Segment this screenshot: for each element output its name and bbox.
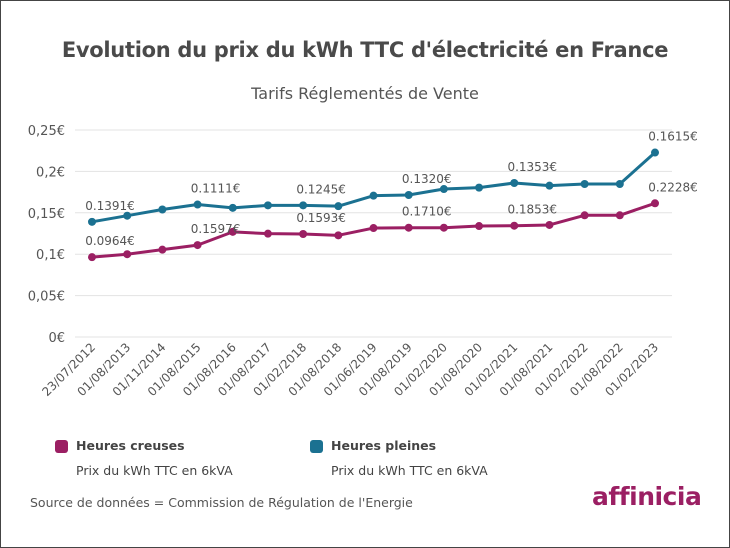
data-point bbox=[404, 223, 413, 232]
legend-swatch bbox=[55, 440, 68, 453]
data-point bbox=[88, 253, 96, 262]
legend-item-heures-pleines: Heures pleines Prix du kWh TTC en 6kVA bbox=[310, 438, 488, 478]
legend-label: Heures pleines bbox=[331, 438, 437, 453]
y-tick-label: 0,25€ bbox=[28, 124, 65, 139]
data-point bbox=[299, 229, 308, 238]
data-point bbox=[404, 190, 413, 199]
data-label: 0.1593€ bbox=[296, 211, 346, 225]
affinicia-logo: affinicia bbox=[592, 482, 702, 511]
data-point bbox=[123, 211, 132, 220]
series-line-heures-pleines bbox=[91, 151, 656, 224]
data-label: 0.1391€ bbox=[85, 199, 135, 213]
data-point bbox=[510, 178, 519, 187]
data-point bbox=[475, 222, 484, 231]
y-tick-label: 0,1€ bbox=[36, 248, 65, 263]
data-point bbox=[580, 179, 589, 188]
data-point bbox=[193, 200, 202, 209]
legend-sublabel: Prix du kWh TTC en 6kVA bbox=[331, 463, 488, 478]
data-point bbox=[369, 224, 378, 233]
data-label: 0.2228€ bbox=[648, 180, 698, 194]
data-point bbox=[263, 201, 272, 210]
data-point bbox=[228, 227, 237, 236]
data-point bbox=[545, 220, 554, 229]
data-point bbox=[299, 201, 308, 210]
data-point bbox=[475, 183, 484, 192]
data-point bbox=[334, 202, 343, 211]
data-label: 0.1353€ bbox=[507, 160, 557, 174]
data-point bbox=[158, 245, 167, 254]
data-point bbox=[510, 221, 519, 230]
chart-title: Evolution du prix du kWh TTC d'électrici… bbox=[61, 38, 669, 62]
y-tick-label: 0,2€ bbox=[36, 165, 65, 180]
data-label: 0.1245€ bbox=[296, 182, 346, 196]
data-point bbox=[615, 179, 624, 188]
data-point bbox=[615, 211, 624, 220]
y-tick-label: 0,05€ bbox=[28, 290, 65, 305]
data-point bbox=[193, 241, 202, 250]
data-point bbox=[651, 199, 659, 208]
data-label: 0.1320€ bbox=[402, 172, 452, 186]
legend-item-heures-creuses: Heures creuses Prix du kWh TTC en 6kVA bbox=[55, 438, 233, 478]
data-point bbox=[263, 229, 272, 238]
y-tick-label: 0,15€ bbox=[28, 207, 65, 222]
data-point bbox=[88, 217, 96, 226]
data-point bbox=[439, 185, 448, 194]
data-point bbox=[651, 148, 659, 157]
legend-label: Heures creuses bbox=[76, 438, 185, 453]
data-point bbox=[580, 211, 589, 220]
data-point bbox=[158, 205, 167, 214]
chart-subtitle: Tarifs Réglementés de Vente bbox=[251, 84, 479, 103]
data-label: 0.1615€ bbox=[648, 130, 698, 144]
data-point bbox=[439, 223, 448, 232]
data-label: 0.1111€ bbox=[191, 182, 241, 196]
data-label: 0.1710€ bbox=[402, 205, 452, 219]
data-point bbox=[334, 231, 343, 240]
legend-swatch bbox=[310, 440, 323, 453]
data-point bbox=[123, 250, 132, 259]
data-label: 0.1853€ bbox=[507, 203, 557, 217]
data-point bbox=[545, 181, 554, 190]
data-label: 0.1597€ bbox=[191, 222, 241, 236]
data-point bbox=[228, 203, 237, 212]
y-tick-label: 0€ bbox=[48, 331, 65, 346]
data-source: Source de données = Commission de Régula… bbox=[30, 495, 413, 510]
legend-sublabel: Prix du kWh TTC en 6kVA bbox=[76, 463, 233, 478]
data-point bbox=[369, 191, 378, 200]
data-label: 0.0964€ bbox=[85, 234, 135, 248]
